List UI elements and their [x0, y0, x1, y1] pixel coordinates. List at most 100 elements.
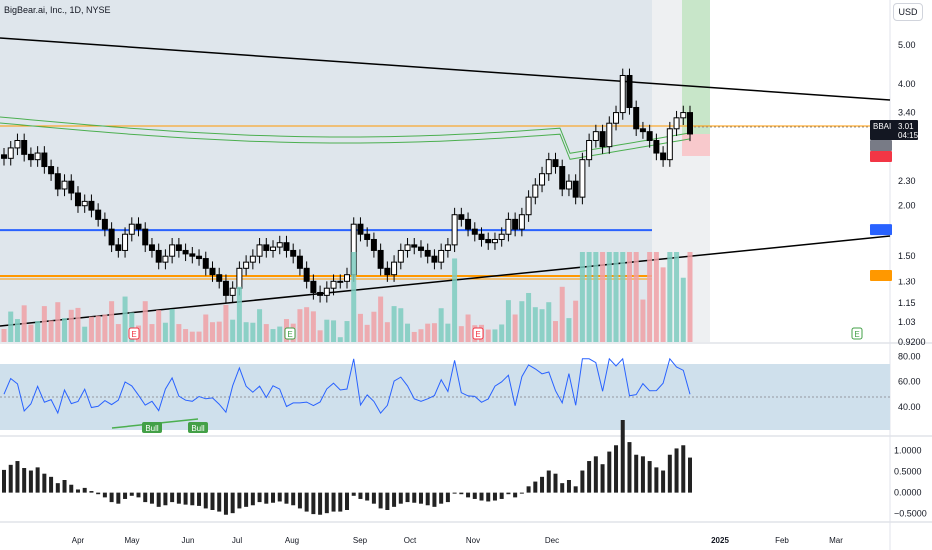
macd-tick-label: −0.5000 — [894, 509, 927, 519]
volume-bar — [492, 329, 498, 342]
volume-bar — [687, 252, 693, 342]
candle-body — [122, 233, 129, 251]
candle-body — [639, 128, 646, 133]
volume-bar — [129, 312, 135, 342]
price-tick-label: 0.9200 — [898, 337, 926, 347]
volume-bar — [176, 324, 182, 342]
candle-body — [465, 218, 472, 230]
volume-bar — [162, 322, 168, 342]
price-tick-label: 2.00 — [898, 201, 916, 211]
volume-bar — [62, 318, 68, 342]
volume-bar — [357, 313, 363, 342]
macd-bar — [371, 492, 376, 504]
candle-body — [559, 166, 566, 190]
macd-bar — [324, 492, 329, 514]
macd-bar — [217, 492, 222, 512]
up-trendline — [0, 235, 891, 327]
earnings-marker — [851, 327, 863, 340]
candle-body — [680, 112, 687, 119]
macd-bar — [129, 492, 134, 496]
candle-body — [323, 287, 330, 296]
time-tick-label: Feb — [775, 536, 789, 545]
candle-body — [633, 106, 640, 130]
time-tick-label: Jul — [232, 536, 242, 545]
macd-bar — [109, 492, 114, 503]
price-tick-label: 1.15 — [898, 298, 916, 308]
volume-bar — [418, 329, 424, 342]
macd-bar — [492, 492, 497, 501]
rsi-line — [3, 357, 691, 415]
macd-bar — [587, 461, 592, 493]
candle-body — [471, 228, 478, 235]
candle-body — [263, 244, 270, 251]
macd-bar — [331, 492, 336, 512]
candle-body — [498, 233, 505, 240]
volume-bar — [109, 301, 115, 342]
macd-bar — [620, 420, 625, 493]
chart-title: BigBear.ai, Inc., 1D, NYSE — [4, 5, 111, 15]
volume-bar — [593, 252, 599, 342]
macd-bar — [640, 456, 645, 493]
candle-body — [505, 218, 512, 235]
time-tick-label: Mar — [829, 536, 843, 545]
macd-bar — [439, 492, 444, 504]
macd-bar — [102, 492, 107, 498]
macd-bar — [667, 454, 672, 493]
candle-body — [579, 159, 586, 198]
candle-body — [532, 184, 539, 198]
volume-bar — [304, 307, 310, 342]
macd-bar — [96, 492, 101, 495]
candle-body — [256, 244, 263, 257]
candle-body — [451, 214, 458, 246]
macd-bar — [223, 492, 228, 515]
earnings-marker — [284, 327, 296, 340]
macd-bar — [358, 492, 363, 499]
macd-bar — [486, 492, 491, 502]
badge-value: 1.74 — [898, 226, 914, 235]
candle-body — [61, 180, 68, 190]
macd-bar — [546, 470, 551, 493]
rsi-tick-label: 60.00 — [898, 377, 921, 387]
target-zone — [682, 0, 710, 134]
volume-bar — [351, 252, 357, 342]
badge-value: 2.86 — [898, 142, 914, 151]
candle-body — [337, 280, 344, 283]
macd-bar — [136, 492, 141, 498]
badge-value: 2.54 — [898, 153, 914, 162]
candle-body — [196, 255, 203, 260]
macd-bar — [123, 492, 128, 499]
candle-body — [108, 228, 115, 246]
rsi-tick-label: 80.00 — [898, 351, 921, 361]
candle-body — [169, 244, 176, 257]
currency-button[interactable]: USD — [893, 3, 923, 21]
price-tick-label: 5.00 — [898, 40, 916, 50]
candle-body — [296, 255, 303, 269]
macd-bar — [432, 492, 437, 507]
volume-bar — [633, 252, 639, 342]
macd-bar — [22, 468, 27, 493]
candle-body — [417, 246, 424, 251]
candle-body — [660, 152, 667, 161]
macd-tick-label: 1.0000 — [894, 446, 922, 456]
macd-bar — [210, 492, 215, 510]
volume-bar — [317, 330, 323, 342]
volume-bar — [586, 252, 592, 342]
candle-body — [444, 244, 451, 251]
earnings-marker-label: E — [854, 330, 859, 339]
macd-bar — [593, 456, 598, 493]
volume-bar — [653, 252, 659, 342]
candle-body — [243, 261, 250, 269]
candle-body — [54, 173, 61, 190]
volume-bar — [21, 305, 27, 342]
macd-bar — [513, 492, 518, 498]
macd-bar — [143, 492, 148, 503]
volume-bar — [371, 311, 377, 342]
earnings-marker-label: E — [287, 330, 292, 339]
volume-bar — [209, 322, 215, 342]
volume-bar — [505, 300, 511, 342]
candle-body — [303, 267, 310, 282]
price-badge — [870, 151, 892, 162]
candle-body — [48, 166, 55, 175]
volume-bar — [391, 306, 397, 342]
